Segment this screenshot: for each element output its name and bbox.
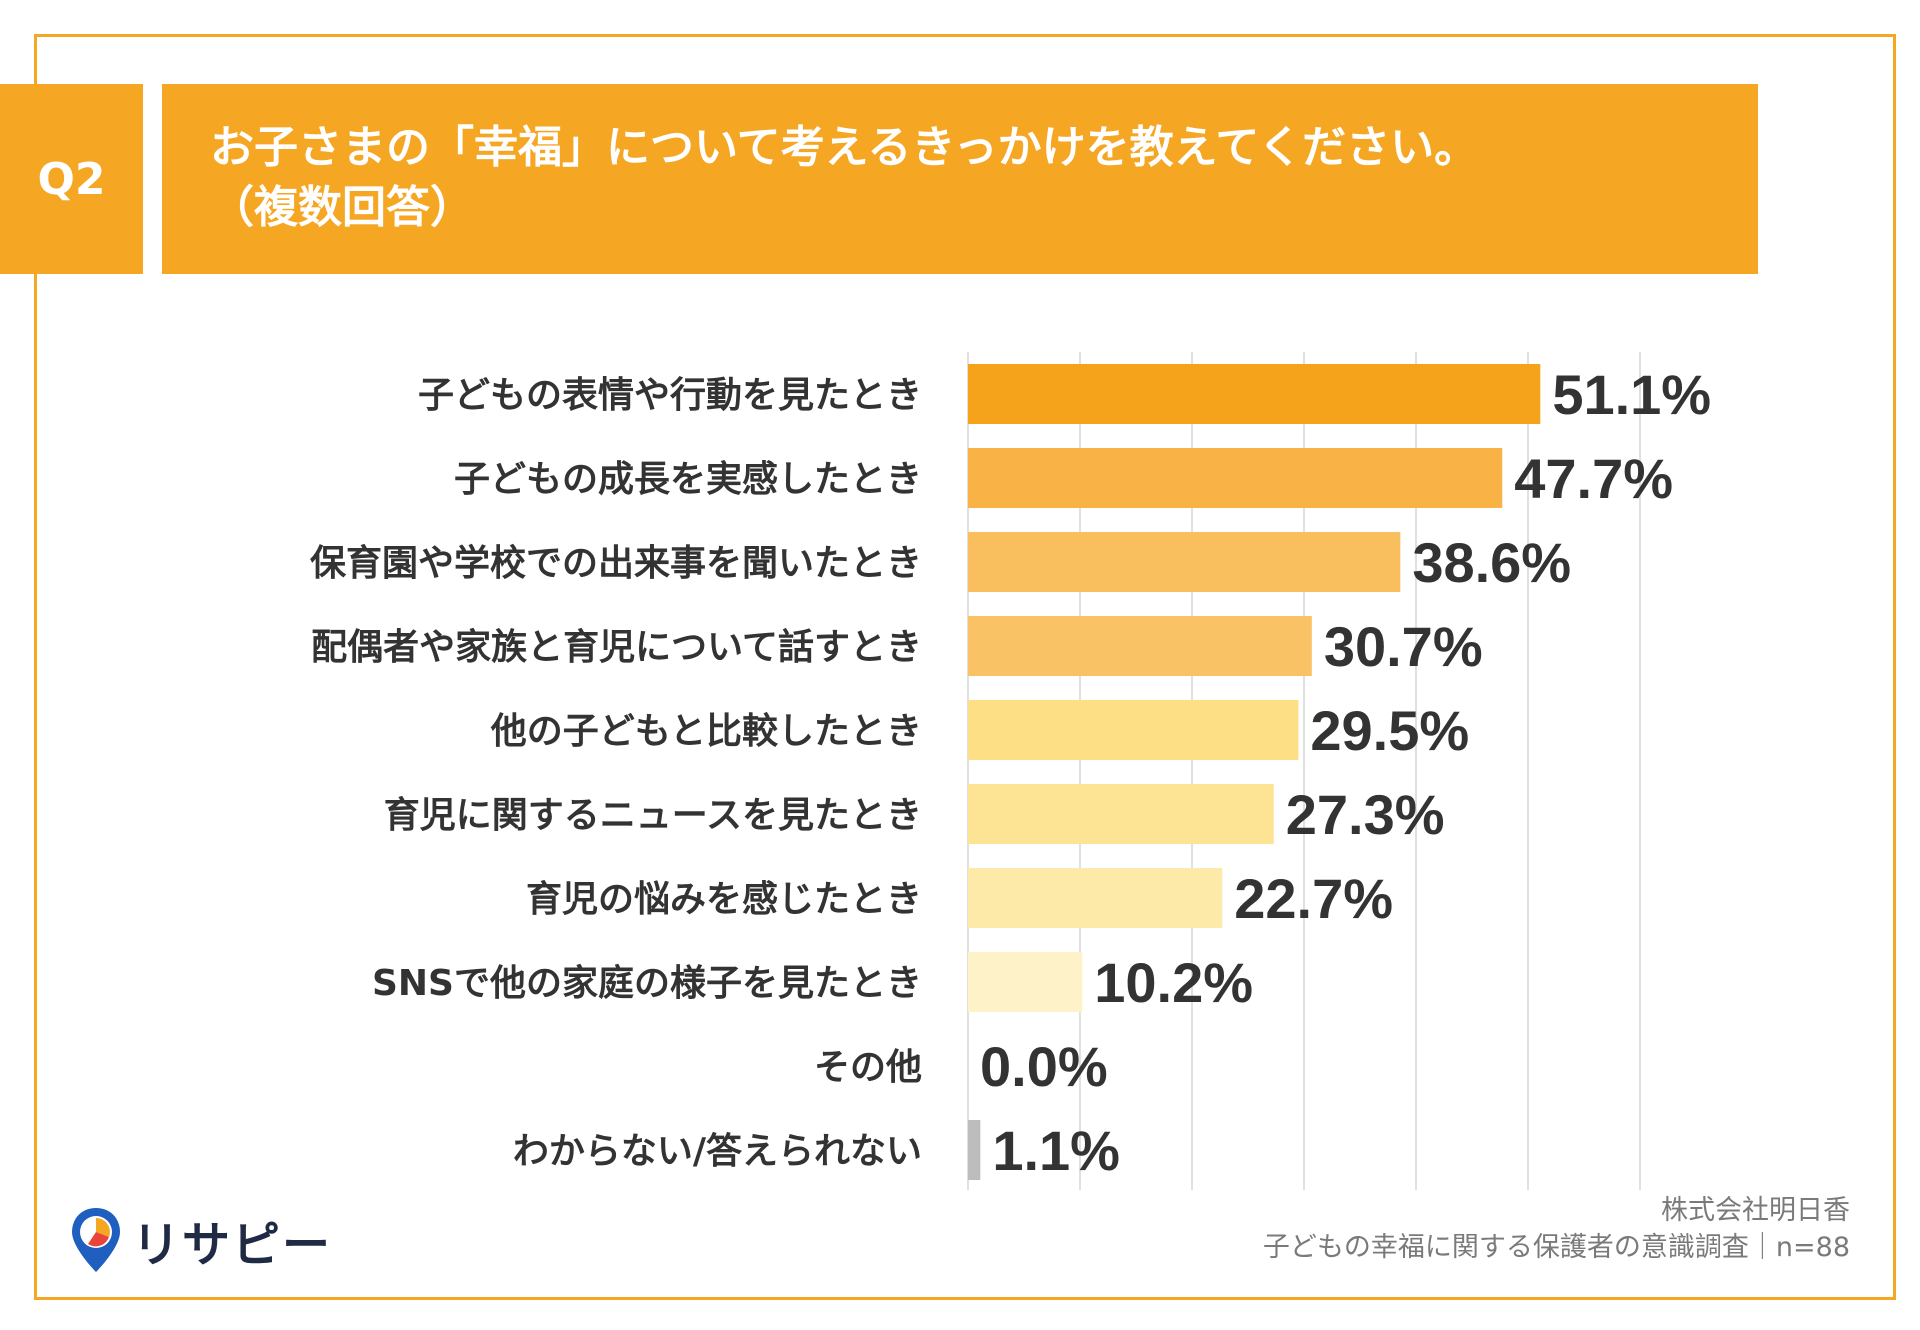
value-label: 30.7% xyxy=(1324,615,1483,678)
question-title: お子さまの「幸福」について考えるきっかけを教えてください。 xyxy=(210,122,1479,173)
chart-frame xyxy=(34,34,1896,1300)
bar xyxy=(968,616,1312,676)
category-label: 育児に関するニュースを見たとき xyxy=(384,795,922,836)
value-label: 22.7% xyxy=(1234,867,1393,930)
bar xyxy=(968,868,1223,928)
category-label: 配偶者や家族と育児について話すとき xyxy=(311,627,922,668)
category-label: 保育園や学校での出来事を聞いたとき xyxy=(310,542,922,584)
question-note: （複数回答） xyxy=(210,182,474,233)
bar xyxy=(968,448,1503,508)
source-survey: 子どもの幸福に関する保護者の意識調査｜n=88 xyxy=(1262,1232,1850,1263)
logo: リサピー xyxy=(68,1200,332,1280)
bar xyxy=(968,952,1083,1012)
category-label: 子どもの成長を実感したとき xyxy=(454,459,922,500)
category-label: 他の子どもと比較したとき xyxy=(490,711,922,752)
question-title-box: お子さまの「幸福」について考えるきっかけを教えてください。 （複数回答） xyxy=(162,84,1758,274)
value-label: 0.0% xyxy=(980,1035,1108,1098)
bar xyxy=(968,364,1541,424)
bar xyxy=(968,1120,981,1180)
category-label: その他 xyxy=(814,1047,922,1088)
value-label: 1.1% xyxy=(992,1119,1120,1182)
question-badge: Q2 xyxy=(0,84,143,274)
value-label: 51.1% xyxy=(1552,363,1711,426)
bar xyxy=(968,532,1401,592)
bar xyxy=(968,700,1299,760)
value-label: 47.7% xyxy=(1514,447,1673,510)
category-label: 子どもの表情や行動を見たとき xyxy=(418,375,922,416)
category-label: わからない/答えられない xyxy=(513,1131,922,1172)
value-label: 27.3% xyxy=(1286,783,1445,846)
bar xyxy=(968,784,1274,844)
question-number: Q2 xyxy=(37,153,106,205)
logo-text: リサピー xyxy=(132,1217,333,1273)
source-note: 株式会社明日香 子どもの幸福に関する保護者の意識調査｜n=88 xyxy=(1263,1192,1850,1266)
value-label: 38.6% xyxy=(1412,531,1571,594)
logo-pin-icon xyxy=(72,1208,120,1272)
value-label: 29.5% xyxy=(1310,699,1469,762)
value-label: 10.2% xyxy=(1094,951,1253,1014)
category-label: 育児の悩みを感じたとき xyxy=(526,879,922,920)
category-label: SNSで他の家庭の様子を見たとき xyxy=(372,963,922,1004)
source-company: 株式会社明日香 xyxy=(1661,1195,1850,1226)
